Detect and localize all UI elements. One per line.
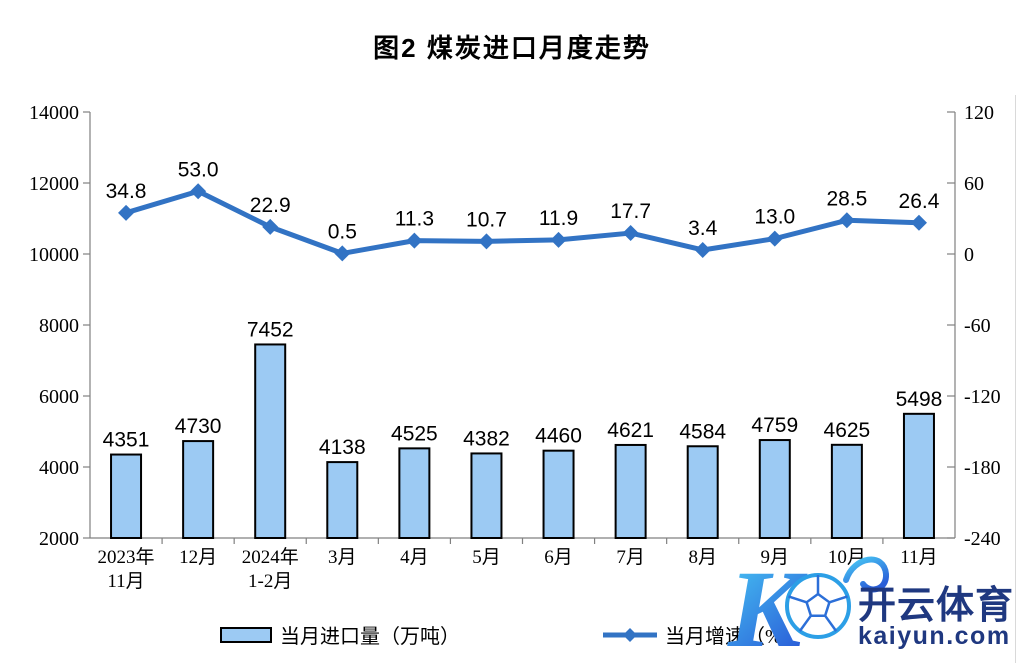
line-value-label: 11.3	[395, 208, 434, 231]
legend-item-growth: 当月增速（%）	[603, 620, 802, 649]
import-bar	[614, 443, 647, 539]
kaiyun-logo-icon: K	[727, 548, 889, 663]
import-bar	[542, 449, 575, 540]
import-bar	[398, 447, 431, 539]
watermark-brand-text: 开云体育	[858, 585, 1015, 627]
growth-line	[123, 188, 922, 256]
import-bar	[470, 452, 503, 539]
left-axis-tick-label: 2000	[39, 528, 79, 550]
bar-value-label: 4621	[607, 419, 654, 442]
chart-title: 图2 煤炭进口月度走势	[373, 33, 651, 63]
line-marker-diamond	[478, 233, 495, 250]
bar-value-label: 4525	[391, 422, 438, 445]
right-axis-tick-label: -180	[964, 457, 1001, 479]
bar-value-label: 4460	[535, 425, 582, 448]
line-marker-diamond	[262, 218, 279, 235]
import-bar	[830, 443, 863, 539]
left-axis-tick-label: 14000	[29, 102, 79, 124]
x-axis-label: 7月	[616, 547, 645, 568]
bar-value-label: 4759	[751, 414, 798, 437]
line-value-label: 34.8	[106, 180, 147, 203]
import-bar	[758, 439, 791, 540]
line-marker-diamond	[694, 241, 711, 258]
left-axis-tick-label: 10000	[29, 244, 79, 266]
bar-value-label: 4584	[679, 420, 726, 443]
import-bar	[254, 343, 287, 540]
left-axis-tick-label: 12000	[29, 173, 79, 195]
logo-swirl	[843, 556, 889, 593]
page-edge-divider	[1015, 95, 1016, 663]
line-value-label: 22.9	[250, 194, 291, 217]
left-axis-tick-label: 4000	[39, 457, 79, 479]
line-marker-diamond	[766, 230, 783, 247]
bar-series-swatch	[220, 626, 272, 643]
left-axis-tick-label: 8000	[39, 315, 79, 337]
import-bar	[902, 412, 935, 540]
bar-value-label: 4351	[103, 429, 150, 452]
x-axis-label: 3月	[328, 547, 357, 568]
line-value-label: 26.4	[899, 190, 940, 213]
import-bar	[182, 440, 215, 539]
legend-label-imports: 当月进口量（万吨）	[280, 626, 460, 648]
right-axis-tick-label: -240	[964, 528, 1001, 550]
bar-value-label: 7452	[247, 318, 294, 341]
import-bar	[110, 453, 143, 539]
line-value-label: 3.4	[688, 217, 718, 240]
kaiyun-watermark: K 开云体育 kaiyun.com	[720, 546, 1024, 663]
line-marker-diamond	[622, 225, 639, 242]
line-marker-diamond	[118, 204, 135, 221]
line-marker-diamond	[910, 214, 927, 231]
x-axis-label: 12月	[179, 547, 217, 568]
x-axis-label: 4月	[400, 547, 429, 568]
bar-value-label: 5498	[896, 388, 943, 411]
soccer-ball-seams	[788, 575, 848, 632]
import-bar	[686, 445, 719, 540]
line-value-label: 10.7	[466, 208, 507, 231]
line-marker-diamond	[838, 212, 855, 229]
right-axis-tick-label: 60	[964, 173, 984, 195]
x-axis-label: 8月	[688, 547, 717, 568]
line-value-label: 0.5	[328, 220, 357, 243]
legend-label-growth: 当月增速（%）	[665, 626, 802, 648]
x-axis-label: 2024年 1-2月	[242, 546, 299, 592]
line-value-label: 53.0	[178, 158, 219, 181]
line-value-label: 11.9	[539, 207, 578, 230]
line-marker-diamond	[406, 232, 423, 249]
left-axis-tick-label: 6000	[39, 386, 79, 408]
soccer-ball-pentagon	[805, 592, 831, 617]
import-bar	[326, 461, 359, 540]
watermark-domain-text: kaiyun.com	[858, 622, 1011, 650]
line-value-label: 13.0	[754, 206, 795, 229]
bar-value-label: 4730	[175, 415, 222, 438]
x-axis-label: 5月	[472, 547, 501, 568]
x-axis-label: 6月	[544, 547, 573, 568]
line-marker-diamond	[550, 231, 567, 248]
right-axis-tick-label: -60	[964, 315, 991, 337]
line-value-label: 17.7	[610, 200, 651, 223]
right-axis-tick-label: 120	[964, 102, 994, 124]
x-axis-label: 9月	[761, 547, 790, 568]
x-axis-label: 11月	[900, 547, 937, 568]
legend-item-imports: 当月进口量（万吨）	[220, 620, 460, 649]
right-axis-tick-label: -120	[964, 386, 1001, 408]
right-axis-tick-label: 0	[964, 244, 974, 266]
line-series-swatch	[603, 627, 657, 642]
line-marker-diamond	[334, 245, 351, 262]
line-value-label: 28.5	[826, 187, 867, 210]
bar-value-label: 4382	[463, 427, 510, 450]
bar-value-label: 4138	[319, 436, 366, 459]
line-marker-diamond	[190, 183, 207, 200]
bar-value-label: 4625	[824, 419, 871, 442]
x-axis-label: 2023年 11月	[98, 546, 155, 592]
